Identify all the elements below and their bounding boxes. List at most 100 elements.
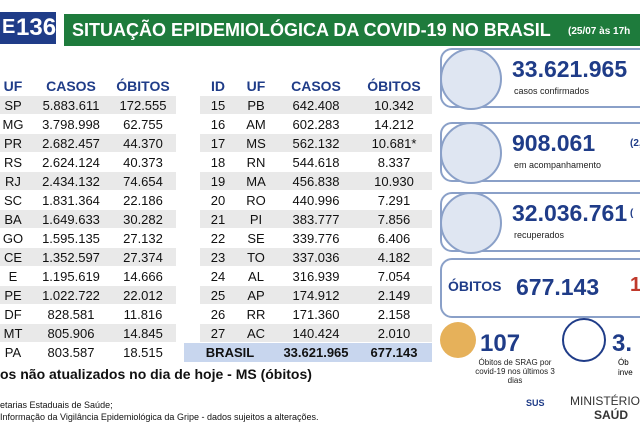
cell: 440.996 (292, 193, 340, 208)
cell: 544.618 (292, 155, 340, 170)
row-bg (0, 115, 176, 133)
banner (64, 14, 640, 46)
cell: 1.595.135 (42, 231, 100, 246)
column-header: UF (246, 78, 266, 94)
cell: RR (246, 307, 266, 322)
cell: PE (4, 288, 22, 303)
total-cell: 677.143 (370, 345, 418, 360)
cell: 30.282 (123, 212, 163, 227)
cell: RN (246, 155, 266, 170)
cell: 10.930 (374, 174, 414, 189)
cell: RJ (5, 174, 21, 189)
source: Informação da Vigilância Epidemiológica … (0, 412, 319, 422)
column-header: CASOS (291, 78, 341, 94)
cell: 7.054 (377, 269, 411, 284)
cell: 2.682.457 (42, 136, 100, 151)
cell: AP (247, 288, 265, 303)
row-bg (0, 343, 176, 361)
cell: 316.939 (292, 269, 340, 284)
cell: 5.883.611 (42, 98, 100, 113)
row-bg (0, 134, 176, 152)
cell: PI (249, 212, 263, 227)
row-bg (0, 210, 176, 228)
cell: DF (4, 307, 22, 322)
cell: MS (246, 136, 266, 151)
cell: 16 (210, 117, 226, 132)
cell: 11.816 (123, 307, 163, 322)
cell: 2.434.132 (42, 174, 100, 189)
cell: 172.555 (119, 98, 167, 113)
row-bg (200, 115, 432, 133)
cell: 642.408 (292, 98, 340, 113)
card-icon (440, 122, 502, 184)
cell: 3.798.998 (42, 117, 100, 132)
row-bg (200, 286, 432, 304)
row-bg (200, 305, 432, 323)
invest-label: Ób (618, 358, 629, 367)
row-bg (0, 305, 176, 323)
cell: 18.515 (123, 345, 163, 360)
cell: 803.587 (47, 345, 95, 360)
row-bg (200, 96, 432, 114)
source: etarias Estaduais de Saúde; (0, 400, 113, 410)
cell: 27.132 (123, 231, 163, 246)
cell: 20 (210, 193, 226, 208)
cell: 1.195.619 (42, 269, 100, 284)
column-header: CASOS (46, 78, 96, 94)
invest-label: inve (618, 368, 633, 377)
card-value: 33.621.965 (512, 56, 628, 82)
invest-icon (562, 318, 606, 362)
cell: 828.581 (47, 307, 95, 322)
card-extra: (2, (630, 138, 640, 149)
cell: 339.776 (292, 231, 340, 246)
cell: 22.186 (123, 193, 163, 208)
cell: 25 (210, 288, 226, 303)
row-bg (0, 229, 176, 247)
cell: 10.342 (374, 98, 414, 113)
cell: 6.406 (377, 231, 411, 246)
cell: AM (246, 117, 266, 132)
card-value: 908.061 (512, 130, 596, 156)
cell: 27 (210, 326, 226, 341)
cell: 602.283 (292, 117, 340, 132)
cell: 805.906 (47, 326, 95, 341)
cell: 140.424 (292, 326, 340, 341)
cell: SE (247, 231, 265, 246)
cell: SP (4, 98, 22, 113)
cell: 26 (210, 307, 226, 322)
cell: AC (246, 326, 266, 341)
row-bg (0, 191, 176, 209)
row-bg (0, 248, 176, 266)
cell: 15 (210, 98, 226, 113)
card-extra: 1 (630, 274, 640, 296)
cell: 456.838 (292, 174, 340, 189)
total-cell: 33.621.965 (283, 345, 349, 360)
cell: 10.681* (371, 136, 417, 151)
column-header: ÓBITOS (367, 78, 421, 94)
cell: MG (2, 117, 24, 132)
cell: 23 (210, 250, 226, 265)
card-icon (440, 192, 502, 254)
cell: 2.149 (377, 288, 411, 303)
stat-card: 33.621.965 casos confirmados (440, 48, 640, 110)
cell: 17 (210, 136, 226, 151)
cell: 2.624.124 (42, 155, 100, 170)
cell: 2.158 (377, 307, 411, 322)
row-bg (0, 324, 176, 342)
stat-card: 32.036.761 recuperados ( (440, 192, 640, 254)
invest-value: 3. (612, 330, 633, 357)
card-extra: ( (630, 208, 634, 219)
badge-number: 136 (16, 14, 57, 41)
cell: PA (4, 345, 22, 360)
cell: 8.337 (377, 155, 411, 170)
cell: 383.777 (292, 212, 340, 227)
cell: 1.831.364 (42, 193, 100, 208)
cell: MT (3, 326, 23, 341)
cell: 40.373 (123, 155, 163, 170)
cell: 19 (210, 174, 226, 189)
badge-prefix: E (2, 16, 16, 38)
card-label: casos confirmados (514, 86, 590, 96)
cell: 174.912 (292, 288, 340, 303)
card-label: em acompanhamento (514, 160, 602, 170)
